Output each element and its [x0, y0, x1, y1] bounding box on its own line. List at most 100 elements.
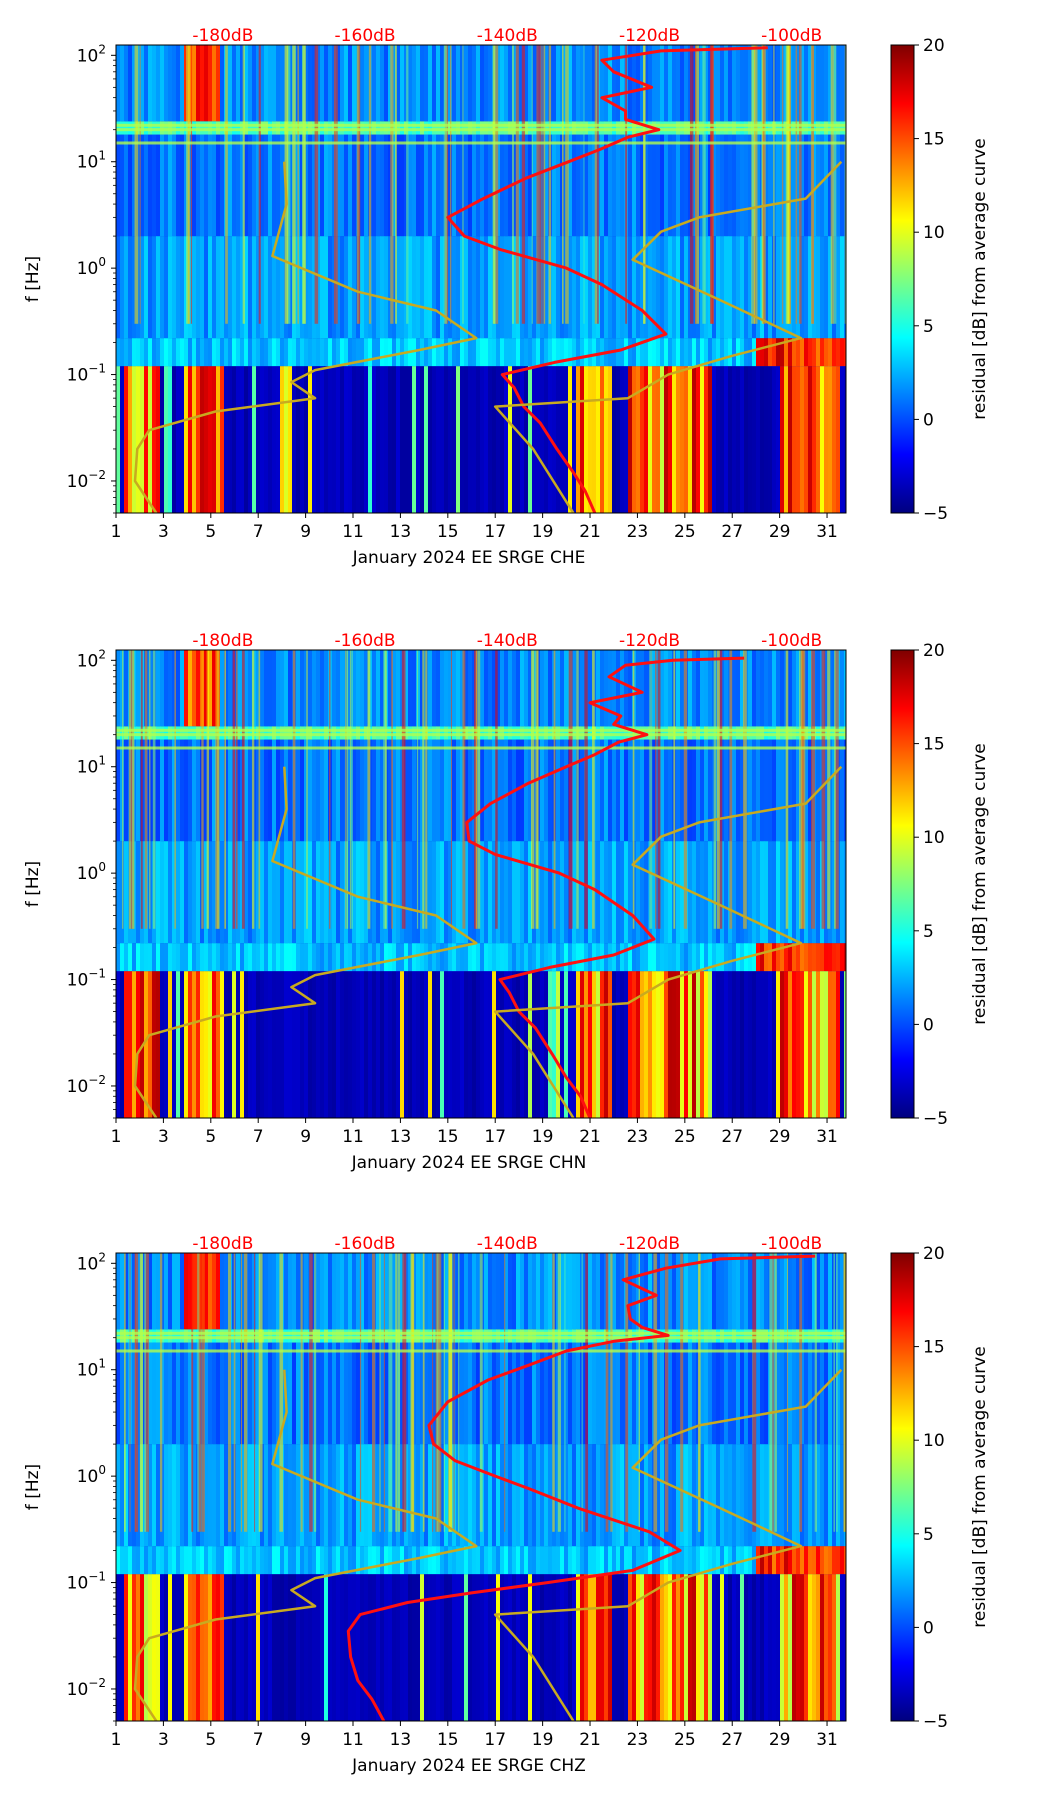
- x-tick-label: 1: [111, 522, 122, 542]
- colorbar-chn: [890, 649, 915, 1119]
- y-tick-label: 100: [77, 255, 106, 279]
- y-tick-label: 102: [77, 1250, 106, 1274]
- red-curve-chz: [346, 1254, 816, 1721]
- colorbar-tick-label: 10: [923, 1431, 945, 1451]
- y-tick-label: 10−1: [67, 362, 106, 386]
- x-axis-label: January 2024 EE SRGE CHN: [351, 1153, 587, 1173]
- colorbar-tick-label: −5: [923, 1712, 948, 1732]
- colorbar-tick-label: 0: [923, 410, 934, 430]
- x-tick-label: 23: [627, 1730, 649, 1750]
- x-tick-label: 19: [532, 1127, 554, 1147]
- x-tick-label: 15: [437, 1730, 459, 1750]
- colorbar-tick-label: 10: [923, 828, 945, 848]
- olive-curve-che-1: [133, 161, 478, 513]
- x-tick-label: 5: [205, 1730, 216, 1750]
- y-tick-label: 10−1: [67, 967, 106, 991]
- y-tick-label: 10−1: [67, 1570, 106, 1594]
- y-axis-label: f [Hz]: [23, 1464, 43, 1510]
- x-tick-label: 9: [300, 1127, 311, 1147]
- olive-curve-chz-1: [133, 1369, 478, 1721]
- x-tick-label: 13: [390, 1730, 412, 1750]
- colorbar-chz: [890, 1252, 915, 1722]
- x-tick-label: 29: [769, 1127, 791, 1147]
- db-label: -100dB: [761, 631, 822, 651]
- y-tick-label: 10−2: [67, 468, 106, 492]
- y-tick-label: 101: [77, 149, 106, 173]
- x-tick-label: 17: [484, 1127, 506, 1147]
- x-tick-label: 29: [769, 1730, 791, 1750]
- x-tick-label: 27: [721, 1730, 743, 1750]
- colorbar-tick-label: 20: [923, 36, 945, 56]
- db-label: -120dB: [619, 631, 680, 651]
- colorbar-tick-label: −5: [923, 504, 948, 524]
- x-tick-label: 5: [205, 1127, 216, 1147]
- spectrogram-che: [116, 45, 846, 513]
- y-tick-label: 101: [77, 1357, 106, 1381]
- x-tick-label: 25: [674, 1127, 696, 1147]
- x-tick-label: 27: [721, 522, 743, 542]
- db-label: -140dB: [477, 1234, 538, 1254]
- x-tick-label: 15: [437, 522, 459, 542]
- db-label: -160dB: [335, 1234, 396, 1254]
- db-label: -120dB: [619, 1234, 680, 1254]
- colorbar-tick-label: 5: [923, 922, 934, 942]
- colorbar-tick-label: 10: [923, 223, 945, 243]
- db-label: -180dB: [192, 26, 253, 46]
- db-label: -160dB: [335, 631, 396, 651]
- db-label: -120dB: [619, 26, 680, 46]
- x-tick-label: 17: [484, 1730, 506, 1750]
- red-curve-chn: [465, 656, 745, 1118]
- x-tick-label: 19: [532, 522, 554, 542]
- x-tick-label: 25: [674, 1730, 696, 1750]
- x-tick-label: 17: [484, 522, 506, 542]
- x-tick-label: 25: [674, 522, 696, 542]
- olive-curve-chn-2: [493, 765, 843, 1118]
- colorbar-tick-label: 15: [923, 130, 945, 150]
- colorbar-tick-label: 0: [923, 1015, 934, 1035]
- x-tick-label: 21: [579, 522, 601, 542]
- colorbar-tick-label: 15: [923, 735, 945, 755]
- y-tick-label: 100: [77, 1463, 106, 1487]
- db-label: -100dB: [761, 1234, 822, 1254]
- colorbar-che: [890, 44, 915, 514]
- x-axis-label: January 2024 EE SRGE CHE: [352, 548, 586, 568]
- x-tick-label: 29: [769, 522, 791, 542]
- x-tick-label: 19: [532, 1730, 554, 1750]
- x-tick-label: 31: [816, 522, 838, 542]
- x-tick-label: 23: [627, 1127, 649, 1147]
- db-label: -180dB: [192, 1234, 253, 1254]
- x-tick-label: 9: [300, 522, 311, 542]
- x-tick-label: 21: [579, 1730, 601, 1750]
- y-tick-label: 10−2: [67, 1073, 106, 1097]
- x-tick-label: 1: [111, 1127, 122, 1147]
- x-tick-label: 5: [205, 522, 216, 542]
- x-tick-label: 3: [158, 522, 169, 542]
- colorbar-tick-label: 0: [923, 1618, 934, 1638]
- x-tick-label: 7: [253, 1127, 264, 1147]
- colorbar-tick-label: 15: [923, 1338, 945, 1358]
- spectrogram-chn: [116, 650, 846, 1118]
- db-label: -140dB: [477, 631, 538, 651]
- x-tick-label: 7: [253, 1730, 264, 1750]
- db-label: -160dB: [335, 26, 396, 46]
- x-tick-label: 3: [158, 1127, 169, 1147]
- plot-frame-chn: [115, 649, 847, 1119]
- y-tick-label: 102: [77, 647, 106, 671]
- colorbar-tick-label: 5: [923, 317, 934, 337]
- olive-curve-chz-2: [493, 1368, 843, 1721]
- colorbar-tick-label: −5: [923, 1109, 948, 1129]
- x-tick-label: 9: [300, 1730, 311, 1750]
- x-tick-label: 27: [721, 1127, 743, 1147]
- x-tick-label: 15: [437, 1127, 459, 1147]
- x-tick-label: 1: [111, 1730, 122, 1750]
- x-tick-label: 11: [342, 1127, 364, 1147]
- colorbar-tick-label: 20: [923, 1244, 945, 1264]
- colorbar-tick-label: 20: [923, 641, 945, 661]
- olive-curve-che-2: [493, 160, 843, 513]
- x-tick-label: 13: [390, 522, 412, 542]
- y-tick-label: 10−2: [67, 1676, 106, 1700]
- x-tick-label: 31: [816, 1730, 838, 1750]
